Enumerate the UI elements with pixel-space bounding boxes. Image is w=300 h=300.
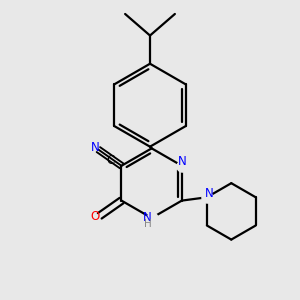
Text: N: N [91, 141, 99, 154]
Text: N: N [205, 188, 214, 200]
Text: O: O [91, 210, 100, 223]
Text: N: N [143, 211, 152, 224]
Text: N: N [178, 155, 186, 168]
Text: H: H [144, 219, 152, 229]
Text: C: C [106, 154, 114, 167]
